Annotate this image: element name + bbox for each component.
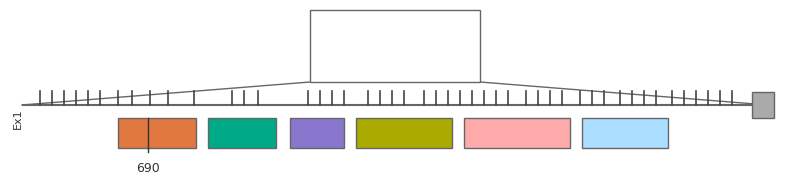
Bar	[118, 118, 196, 148]
Bar	[310, 10, 480, 82]
Bar	[464, 118, 570, 148]
Text: WD40: WD40	[606, 126, 644, 139]
Text: 144 kb: 144 kb	[369, 51, 421, 66]
Bar	[208, 118, 276, 148]
Bar	[356, 118, 452, 148]
Bar	[290, 118, 344, 148]
Text: ANK: ANK	[144, 126, 170, 139]
Text: 12q12: 12q12	[371, 28, 419, 43]
Text: 690: 690	[136, 162, 160, 175]
Bar	[582, 118, 668, 148]
Bar	[752, 92, 774, 118]
Text: Ex51: Ex51	[758, 93, 768, 117]
Text: COR: COR	[390, 126, 418, 139]
Text: LRR: LRR	[230, 126, 254, 139]
Text: MAPKKK: MAPKKK	[491, 126, 542, 139]
Text: Ex1: Ex1	[13, 108, 23, 129]
Text: Roc: Roc	[306, 126, 329, 139]
